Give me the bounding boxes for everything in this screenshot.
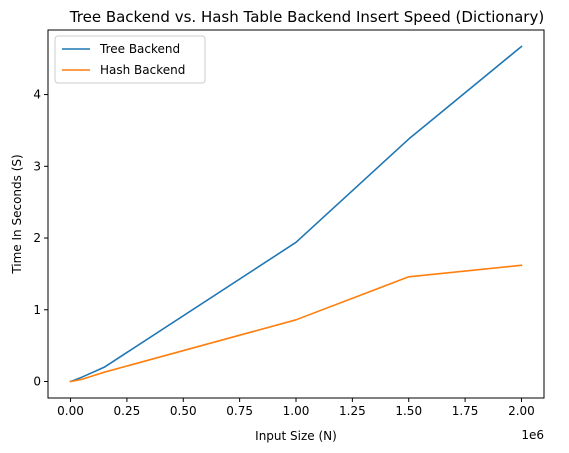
series-line-1 [69, 264, 523, 383]
y-tick-label: 0 [33, 375, 41, 389]
plot-frame [47, 29, 545, 399]
x-axis-offset-label: 1e6 [521, 428, 544, 442]
x-tick-label: 0.25 [114, 404, 141, 418]
y-tick-label: 2 [33, 231, 41, 245]
y-tick-label: 3 [33, 159, 41, 173]
legend-box [54, 35, 206, 84]
x-tick-label: 1.50 [395, 404, 422, 418]
x-tick-label: 2.00 [508, 404, 535, 418]
x-axis-label: Input Size (N) [255, 429, 337, 443]
legend-label-1: Hash Backend [100, 63, 185, 77]
series-line-0 [69, 45, 523, 383]
y-tick-label: 1 [33, 303, 41, 317]
axes-ticks: 0.00 0.25 0.50 0.75 1.00 1.25 1.50 1.75 2.00 0 1 2 3… [33, 88, 534, 418]
x-tick-label: 1.00 [283, 404, 310, 418]
x-tick-label: 0.50 [170, 404, 197, 418]
y-axis-label: Time In Seconds (S) [10, 154, 24, 274]
x-tick-label: 0.00 [57, 404, 84, 418]
chart-title: Tree Backend vs. Hash Table Backend Inse… [69, 8, 544, 26]
x-tick-label: 0.75 [226, 404, 253, 418]
legend-label-0: Tree Backend [99, 42, 180, 56]
plot-area [69, 45, 523, 383]
x-tick-label: 1.75 [452, 404, 479, 418]
x-tick-label: 1.25 [339, 404, 366, 418]
y-tick-label: 4 [33, 88, 41, 102]
legend: Tree Backend Hash Backend [54, 35, 206, 84]
